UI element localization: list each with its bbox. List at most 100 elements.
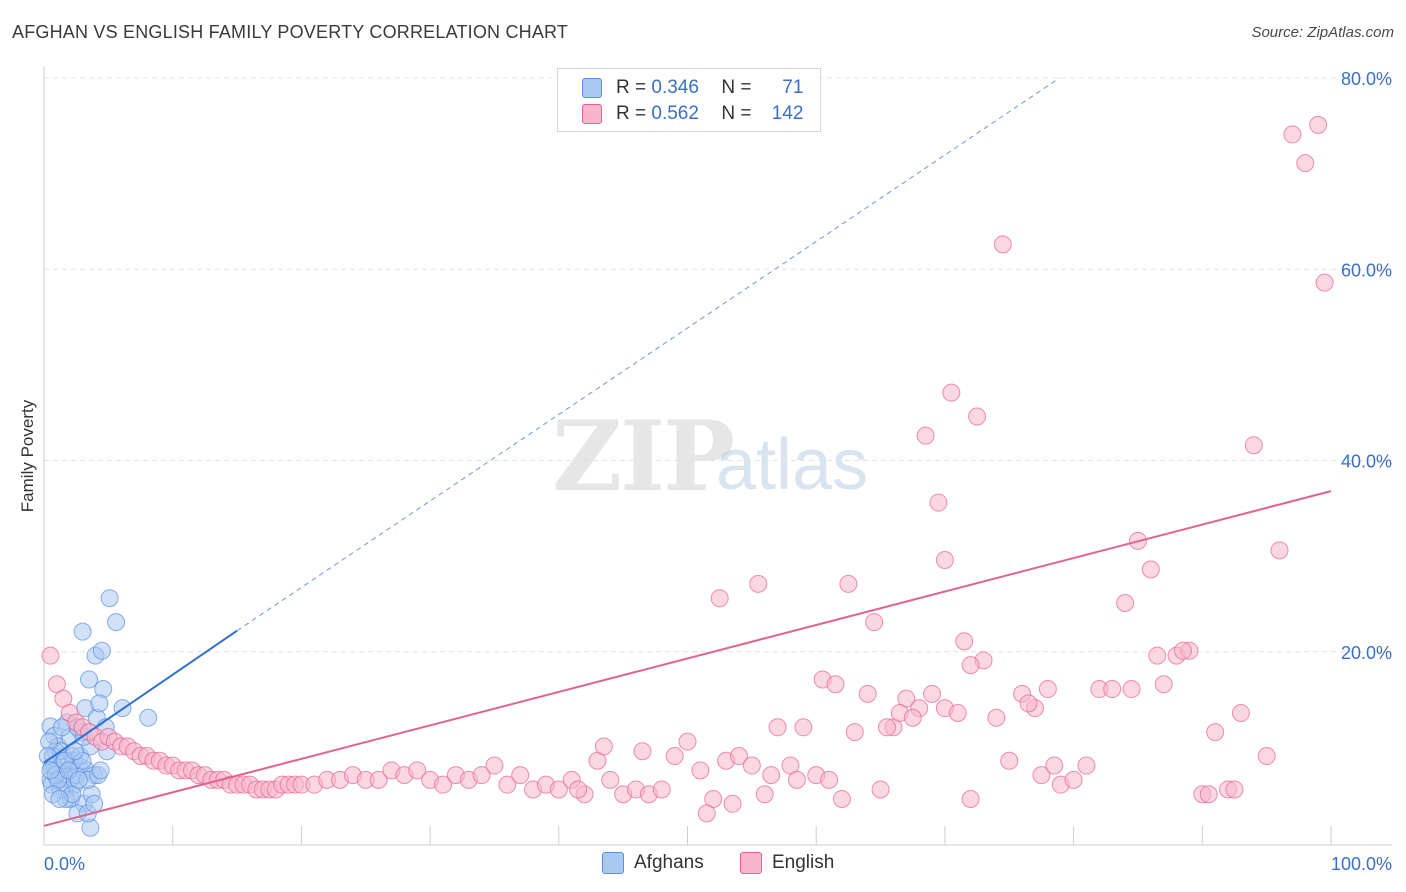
english-data-point [41,646,60,665]
english-data-point [498,775,517,794]
x-tick-label-max: 100.0% [1331,854,1392,874]
english-data-point [665,746,684,765]
legend-item-english[interactable]: English [740,852,834,874]
english-data-point [485,756,504,775]
english-data-point [1257,746,1276,765]
english-data-point [1019,694,1038,713]
afghans-data-point [90,694,109,713]
english-data-point [820,770,839,789]
afghans-legend-label: Afghans [634,852,704,873]
english-data-point [601,770,620,789]
english-data-point [1225,780,1244,799]
english-data-point [594,737,613,756]
afghans-data-point [85,794,104,813]
chart-title: AFGHAN VS ENGLISH FAMILY POVERTY CORRELA… [12,22,569,42]
english-data-point [832,790,851,809]
english-data-point [929,493,948,512]
english-data-point [955,632,974,651]
source-credit: Source: ZipAtlas.com [1251,24,1394,41]
afghans-data-point [69,770,88,789]
english-data-point [742,756,761,775]
english-data-point [652,780,671,799]
r-label: R = [616,77,647,98]
english-data-point [1064,770,1083,789]
english-data-point [903,708,922,727]
afghans-data-point [50,790,69,809]
english-data-point [865,613,884,632]
english-data-point [845,723,864,742]
afghans-data-point [91,761,110,780]
english-data-point [1199,785,1218,804]
english-data-point [1244,436,1263,455]
english-data-point [569,780,588,799]
afghans-data-point [92,641,111,660]
n-label: N = [721,77,752,98]
english-data-point [408,761,427,780]
english-data-point [826,675,845,694]
english-data-point [1000,751,1019,770]
english-data-point [871,780,890,799]
english-legend-label: English [772,852,835,873]
afghans-data-point [100,589,119,608]
english-trend-line [43,490,1332,827]
english-legend-swatch [740,852,762,874]
x-tick-label-min: 0.0% [44,854,85,874]
english-data-point [768,718,787,737]
afghans-data-point [80,670,99,689]
english-data-point [1315,273,1334,292]
y-tick-label: 20.0% [1341,643,1392,663]
y-tick-label: 60.0% [1341,260,1392,280]
english-data-point [794,718,813,737]
english-data-point [1141,560,1160,579]
english-data-point [1270,541,1289,560]
afghans-data-point [41,761,60,780]
stats-legend: R = 0.346 N = 71 R = 0.562 N = 142 [557,68,821,132]
english-data-point [1283,125,1302,144]
english-data-point [1173,641,1192,660]
english-data-point [1154,675,1173,694]
english-data-point [787,770,806,789]
english-data-point [942,383,961,402]
english-data-point [987,708,1006,727]
stats-row-afghans: R = 0.346 N = 71 [582,76,803,100]
english-data-point [729,746,748,765]
english-data-point [1077,756,1096,775]
stats-row-english: R = 0.562 N = 142 [582,102,803,126]
afghans-legend-swatch [602,852,624,874]
english-data-point [633,742,652,761]
english-data-point [755,785,774,804]
legend-item-afghans[interactable]: Afghans [602,852,704,874]
r-value-english: 0.562 [651,103,699,124]
english-data-point [369,770,388,789]
english-data-point [839,574,858,593]
english-data-point [1122,680,1141,699]
y-tick-label: 80.0% [1341,69,1392,89]
english-data-point [961,656,980,675]
afghans-data-point [107,613,126,632]
english-data-point [858,684,877,703]
english-data-point [1116,593,1135,612]
english-data-point [710,589,729,608]
english-data-point [511,766,530,785]
english-data-point [472,766,491,785]
english-data-point [935,550,954,569]
english-data-point [549,780,568,799]
n-label: N = [721,103,752,124]
english-data-point [1103,680,1122,699]
afghans-trend-extension [236,77,1060,632]
english-data-point [1045,756,1064,775]
afghans-trend-line [43,629,238,764]
english-data-point [916,426,935,445]
english-data-point [723,794,742,813]
english-data-point [678,732,697,751]
y-tick-label: 40.0% [1341,452,1392,472]
english-swatch [582,104,602,124]
afghans-swatch [582,78,602,98]
n-value-english: 142 [771,103,804,124]
english-data-point [762,766,781,785]
afghans-data-point [139,708,158,727]
english-data-point [1206,723,1225,742]
english-data-point [697,804,716,823]
english-data-point [1231,703,1250,722]
